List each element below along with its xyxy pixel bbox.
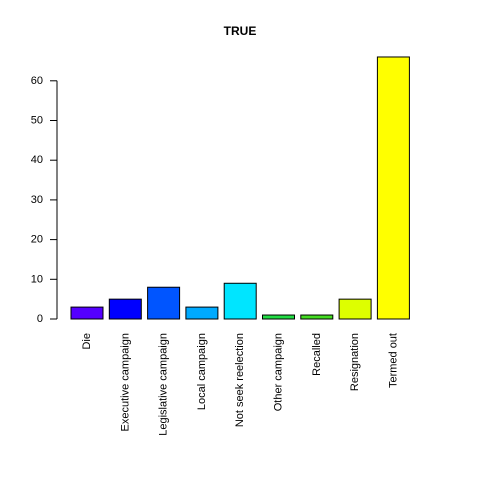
x-axis-labels: Die Executive campaign Legislative campaig…	[81, 333, 399, 436]
bar	[338, 298, 372, 320]
x-tick-label: Termed out	[387, 333, 399, 388]
bar	[70, 306, 104, 320]
y-axis: 0 10 20 30 40 50 60	[31, 75, 58, 325]
x-tick-label: Legislative campaign	[158, 333, 170, 436]
y-tick-label: 10	[31, 273, 43, 285]
x-tick-label: Recalled	[311, 333, 323, 376]
x-tick-label: Die	[81, 333, 93, 350]
bar	[376, 56, 410, 320]
bar	[108, 298, 142, 320]
bar	[185, 306, 219, 320]
y-tick-label: 60	[31, 75, 43, 87]
y-tick-label: 40	[31, 154, 43, 166]
bar	[147, 286, 181, 320]
chart-title: TRUE	[224, 24, 257, 38]
x-tick-label: Executive campaign	[119, 333, 131, 431]
bar	[223, 282, 257, 320]
bars-group	[70, 56, 410, 320]
x-tick-label: Resignation	[349, 333, 361, 391]
y-tick-label: 20	[31, 234, 43, 246]
y-tick-label: 30	[31, 194, 43, 206]
y-tick-label: 0	[37, 313, 43, 325]
bar	[300, 314, 334, 320]
y-tick-label: 50	[31, 115, 43, 127]
x-tick-label: Other campaign	[273, 333, 285, 411]
bar	[262, 314, 295, 320]
x-tick-label: Local campaign	[196, 333, 208, 410]
x-tick-label: Not seek reelection	[234, 333, 246, 427]
